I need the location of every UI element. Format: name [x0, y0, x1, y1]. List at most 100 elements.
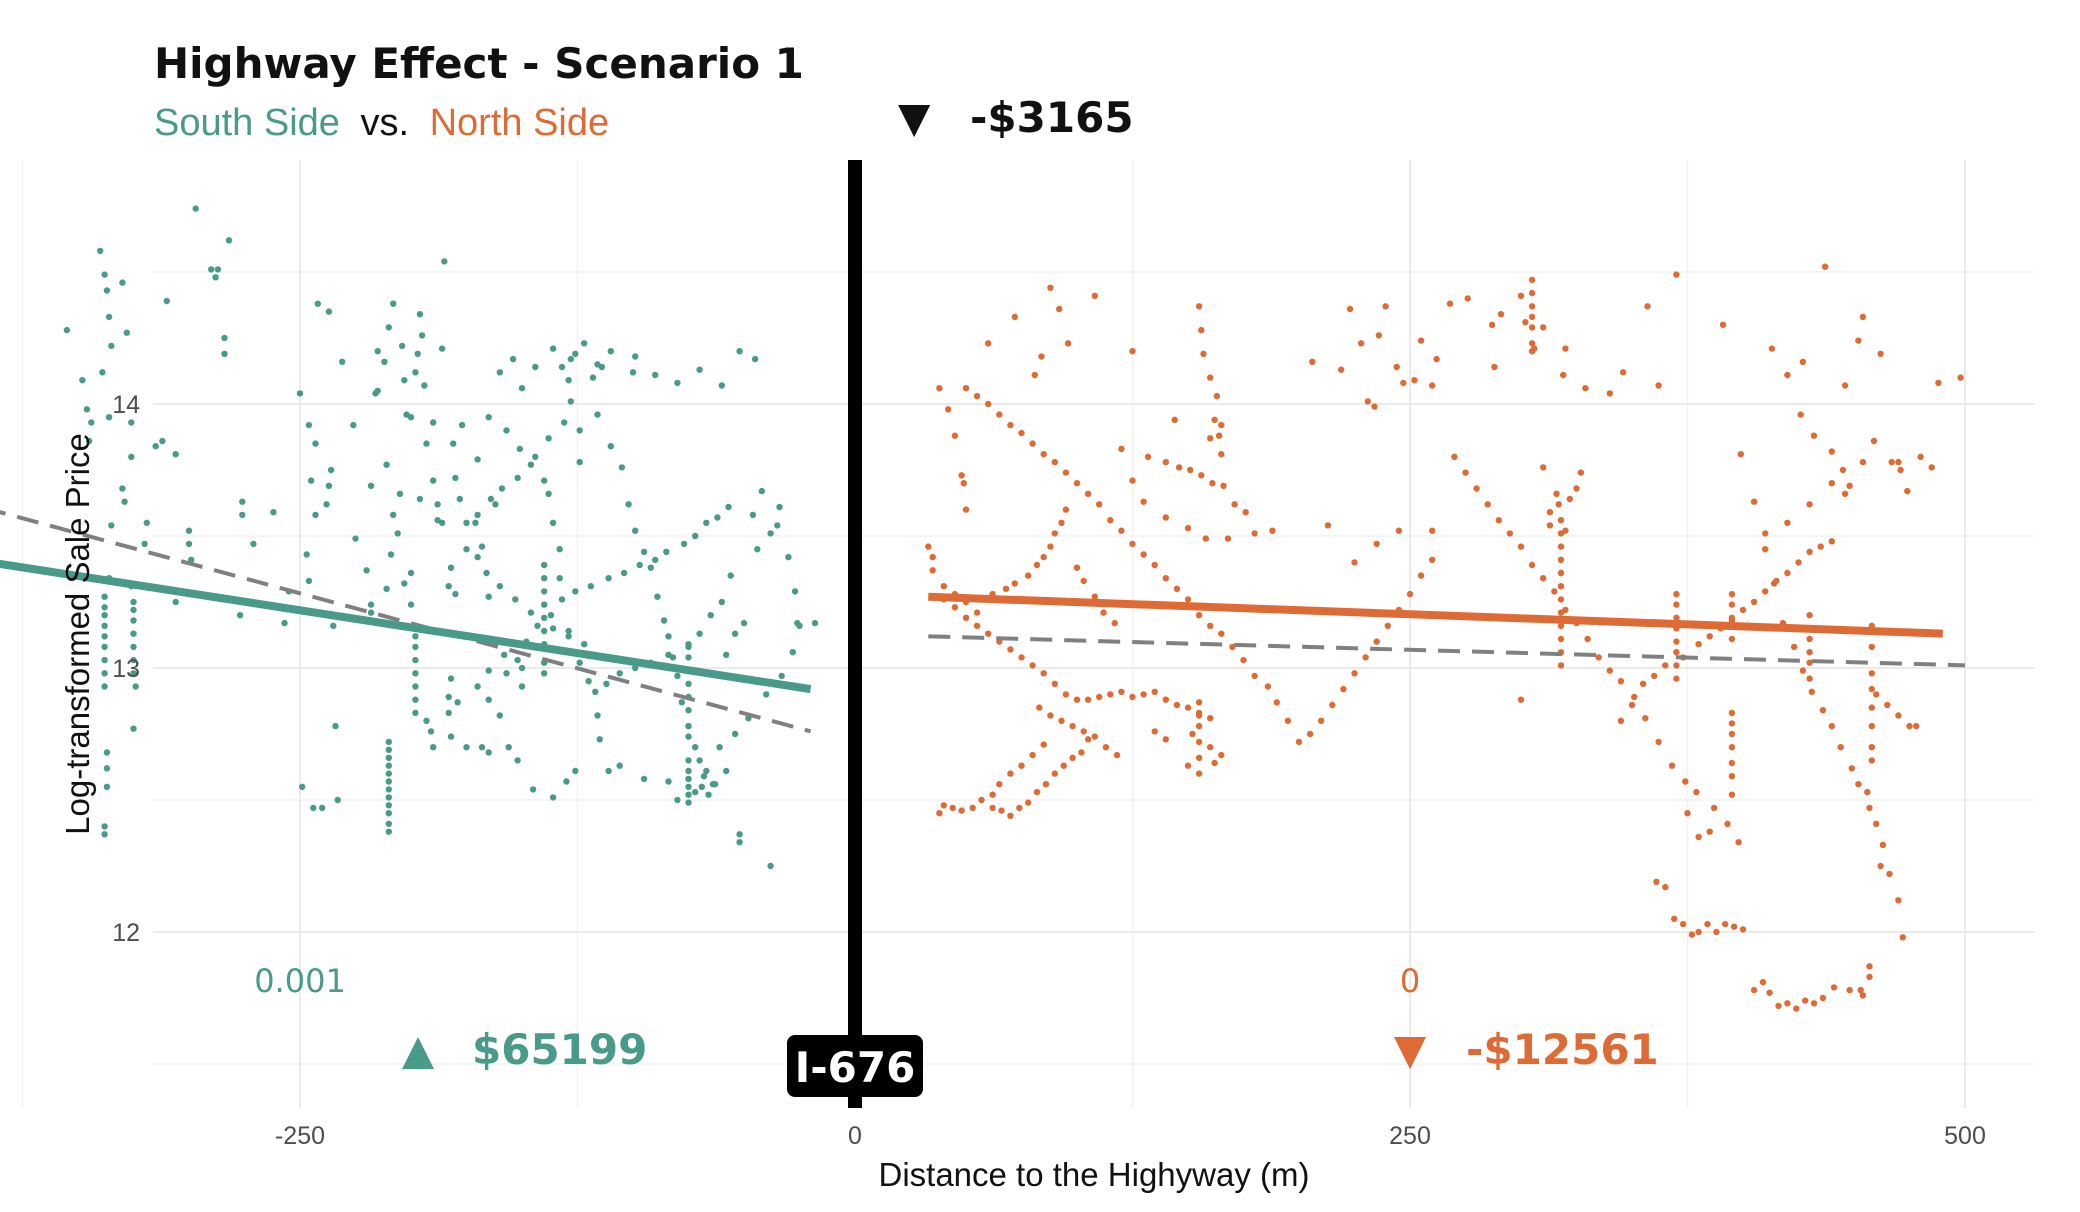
- data-point: [1562, 345, 1569, 352]
- data-point: [1195, 612, 1203, 619]
- data-point: [1080, 728, 1087, 735]
- data-point: [1042, 781, 1050, 788]
- data-point: [1828, 538, 1836, 545]
- data-point: [1655, 738, 1662, 746]
- data-point: [1784, 1000, 1791, 1007]
- data-point: [1195, 699, 1203, 706]
- data-point: [1051, 680, 1059, 687]
- data-point: [1484, 501, 1491, 508]
- data-point: [1051, 770, 1059, 777]
- data-point: [172, 451, 179, 458]
- data-point: [1906, 722, 1913, 730]
- y-axis-ticks: 12 13 14: [112, 391, 140, 947]
- data-point: [299, 783, 306, 790]
- data-point: [339, 358, 346, 365]
- data-point: [561, 419, 568, 426]
- data-point: [312, 511, 319, 519]
- data-point: [445, 693, 452, 701]
- data-point: [962, 385, 970, 392]
- south-fit-line: [0, 559, 812, 694]
- data-point: [660, 617, 668, 624]
- data-point: [1928, 464, 1935, 471]
- data-point: [989, 791, 996, 798]
- data-point: [1730, 923, 1738, 930]
- data-point: [1868, 744, 1876, 751]
- data-point: [1866, 804, 1873, 812]
- data-point: [1810, 432, 1818, 439]
- data-point: [1309, 358, 1316, 365]
- data-point: [385, 802, 392, 809]
- data-point: [185, 540, 193, 548]
- data-point: [1551, 588, 1558, 595]
- data-point: [101, 612, 108, 619]
- north-p-value: 0: [1400, 962, 1420, 1000]
- data-point: [416, 495, 424, 503]
- data-point: [414, 350, 421, 357]
- data-point: [607, 443, 614, 450]
- data-point: [1069, 722, 1076, 730]
- data-point: [1762, 588, 1769, 595]
- data-point: [605, 767, 612, 775]
- data-point: [1557, 569, 1565, 577]
- data-point: [1102, 744, 1110, 751]
- data-point: [458, 421, 466, 429]
- data-point: [1040, 741, 1047, 748]
- data-point: [130, 617, 137, 624]
- data-point: [685, 680, 692, 687]
- data-point: [1207, 622, 1214, 629]
- data-point: [1173, 701, 1181, 709]
- data-point: [485, 414, 492, 421]
- y-axis-title: Log-transformed Sale Price: [59, 433, 96, 835]
- data-point: [438, 345, 446, 352]
- data-point: [1011, 580, 1018, 587]
- data-point: [1839, 466, 1847, 474]
- data-point: [1162, 575, 1170, 582]
- grid-lines: [21, 160, 2035, 1108]
- data-point: [385, 810, 392, 817]
- data-point: [925, 543, 932, 550]
- chart-subtitle: South Side vs. North Side: [154, 102, 609, 144]
- data-point: [1904, 487, 1911, 495]
- data-point: [1038, 353, 1045, 360]
- data-point: [1806, 548, 1813, 555]
- data-point: [685, 799, 692, 806]
- data-point: [547, 612, 555, 619]
- data-point: [1653, 878, 1660, 885]
- data-point: [1495, 517, 1503, 524]
- north-effect-value: -$12561: [1466, 1025, 1659, 1074]
- north-fit-line: [928, 592, 1943, 638]
- data-point: [1096, 501, 1103, 508]
- data-point: [1056, 305, 1063, 313]
- data-point: [103, 287, 111, 294]
- data-point: [1750, 498, 1758, 505]
- data-point: [1728, 791, 1736, 798]
- data-point: [101, 656, 108, 664]
- data-point: [1091, 292, 1099, 299]
- data-point: [1175, 464, 1183, 471]
- data-point: [1062, 469, 1070, 476]
- y-tick-label: 14: [112, 391, 140, 419]
- data-point: [685, 757, 692, 764]
- data-point: [121, 498, 128, 505]
- data-point: [1651, 672, 1658, 680]
- data-point: [132, 683, 139, 690]
- data-point: [1899, 934, 1907, 941]
- data-point: [1318, 717, 1325, 724]
- data-point: [1557, 556, 1565, 563]
- data-point: [1084, 736, 1092, 743]
- data-point: [572, 350, 579, 357]
- data-point: [1211, 759, 1218, 767]
- data-point: [101, 271, 108, 278]
- data-point: [1557, 596, 1565, 603]
- data-point: [1417, 572, 1425, 579]
- data-point: [385, 828, 392, 835]
- data-point: [1129, 477, 1136, 484]
- data-point: [108, 522, 115, 529]
- data-point: [172, 598, 179, 606]
- data-point: [1488, 321, 1496, 328]
- data-point: [949, 804, 956, 812]
- data-point: [592, 688, 599, 695]
- data-point: [545, 490, 552, 497]
- data-point: [1762, 546, 1769, 553]
- x-axis-title: Distance to the Highyway (m): [879, 1156, 1310, 1193]
